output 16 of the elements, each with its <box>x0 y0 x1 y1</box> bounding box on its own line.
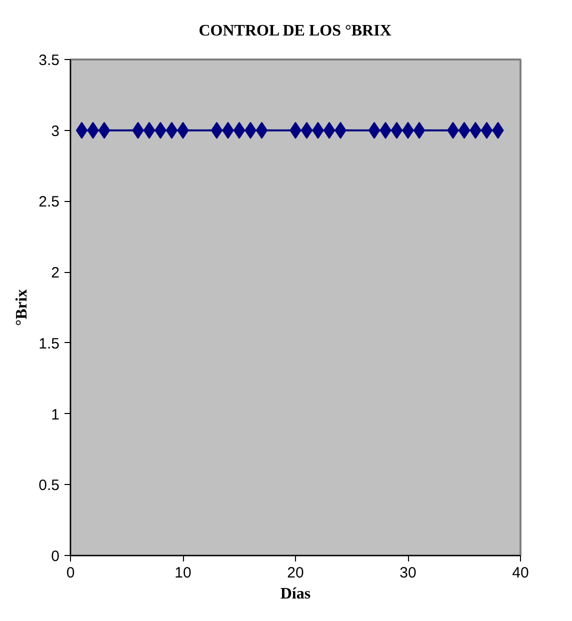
x-axis-title: Días <box>280 586 311 602</box>
y-tick-label: 3.5 <box>38 52 60 69</box>
y-axis-title: °Brix <box>14 289 31 326</box>
x-tick-label: 20 <box>287 564 304 582</box>
y-tick-label: 3 <box>51 122 60 140</box>
x-tick-label: 30 <box>400 564 416 582</box>
chart-title: CONTROL DE LOS °BRIX <box>198 22 392 40</box>
y-tick-label: 0 <box>51 548 60 565</box>
x-tick-label: 0 <box>66 564 75 582</box>
y-tick-label: 1.5 <box>38 335 60 352</box>
x-tick-label: 40 <box>512 564 529 582</box>
y-tick-label: 1 <box>51 406 60 424</box>
x-tick-label: 10 <box>174 564 192 582</box>
y-tick-label: 0.5 <box>38 477 60 494</box>
y-tick-label: 2 <box>51 264 60 282</box>
y-tick-label: 2.5 <box>38 194 60 211</box>
